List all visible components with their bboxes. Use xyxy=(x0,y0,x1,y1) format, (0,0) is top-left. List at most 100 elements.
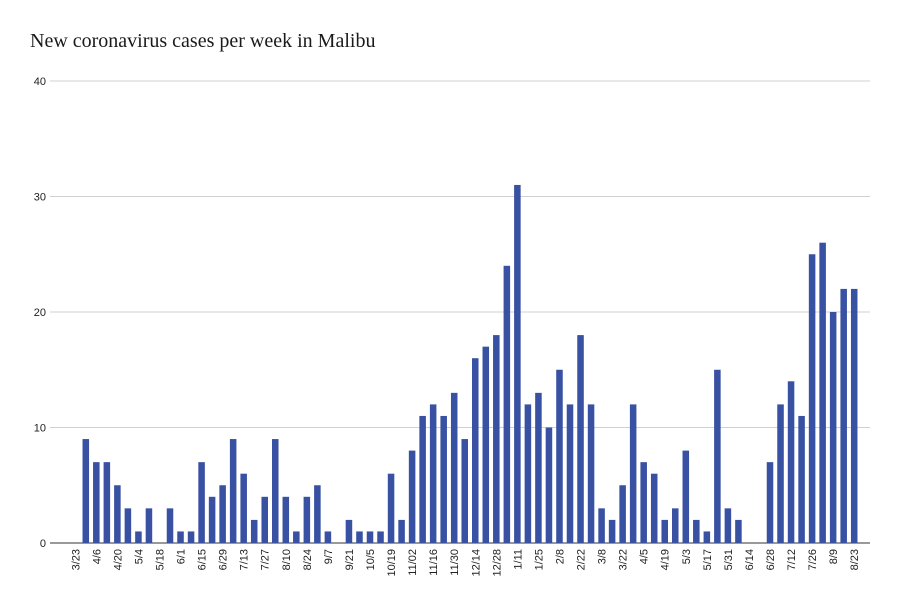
bar xyxy=(619,485,626,543)
y-tick-label: 10 xyxy=(34,423,46,435)
x-tick-label: 7/27 xyxy=(260,549,272,570)
x-tick-label: 4/19 xyxy=(660,549,672,570)
x-tick-label: 9/21 xyxy=(344,549,356,570)
bar xyxy=(114,485,121,543)
bar xyxy=(629,404,637,543)
x-tick-label: 12/14 xyxy=(470,549,482,577)
bar xyxy=(303,496,311,543)
bar xyxy=(187,531,195,543)
bar xyxy=(272,439,279,543)
bar xyxy=(566,404,574,543)
bar xyxy=(250,519,258,543)
x-tick-label: 8/24 xyxy=(302,549,314,570)
bars xyxy=(82,184,858,543)
x-tick-label: 3/8 xyxy=(597,549,609,564)
bar xyxy=(650,473,658,543)
bar xyxy=(345,519,353,543)
bar xyxy=(777,404,784,543)
x-tick-label: 1/11 xyxy=(512,549,524,570)
bar xyxy=(524,404,532,543)
x-tick-label: 6/29 xyxy=(218,549,230,570)
bar xyxy=(82,439,90,543)
x-tick-label: 6/28 xyxy=(765,549,777,570)
x-tick-label: 8/9 xyxy=(828,549,840,564)
x-tick-label: 3/22 xyxy=(618,549,630,570)
y-axis-labels: 0 10 20 30 40 xyxy=(34,76,46,550)
bar xyxy=(240,473,247,543)
x-tick-label: 7/12 xyxy=(786,549,798,570)
bar xyxy=(282,496,290,543)
bar xyxy=(798,415,805,543)
bar xyxy=(766,462,774,543)
x-tick-label: 9/7 xyxy=(323,549,335,564)
bar xyxy=(366,531,374,543)
x-tick-label: 8/10 xyxy=(281,549,293,570)
bar xyxy=(661,519,668,543)
bar xyxy=(577,335,584,543)
bar xyxy=(293,531,300,543)
bar xyxy=(672,508,679,543)
x-tick-label: 3/23 xyxy=(70,549,82,570)
bar xyxy=(514,184,521,543)
bar xyxy=(493,335,500,543)
bar xyxy=(829,312,837,543)
bar xyxy=(587,404,595,543)
bar xyxy=(166,508,174,543)
bar xyxy=(703,531,711,543)
bar xyxy=(261,496,268,543)
x-tick-label: 5/18 xyxy=(154,549,166,570)
gridlines xyxy=(50,80,870,544)
bar xyxy=(356,531,363,543)
x-tick-label: 11/30 xyxy=(449,549,461,576)
bar xyxy=(840,288,847,543)
y-tick-label: 0 xyxy=(40,538,46,550)
bar xyxy=(208,496,216,543)
bar xyxy=(608,519,616,543)
bar xyxy=(545,427,553,543)
x-tick-label: 7/13 xyxy=(239,549,251,570)
x-tick-label: 7/26 xyxy=(807,549,819,570)
x-tick-label: 4/5 xyxy=(639,549,651,564)
x-tick-label: 12/28 xyxy=(491,549,503,577)
bar xyxy=(482,346,490,543)
bar xyxy=(640,462,647,543)
bar xyxy=(598,508,605,543)
bar xyxy=(198,462,205,543)
bar xyxy=(398,519,405,543)
x-tick-label: 5/3 xyxy=(681,549,693,564)
bar xyxy=(850,288,858,543)
bar xyxy=(429,404,437,543)
bar xyxy=(440,415,447,543)
bar xyxy=(682,450,690,543)
bar xyxy=(472,358,479,543)
chart-title: New coronavirus cases per week in Malibu xyxy=(30,30,376,52)
x-tick-label: 2/22 xyxy=(576,549,588,570)
bar xyxy=(103,462,111,543)
bar xyxy=(229,439,237,543)
bar xyxy=(419,415,426,543)
bar xyxy=(503,265,511,543)
x-tick-label: 10/19 xyxy=(386,549,398,577)
bar xyxy=(819,242,826,543)
bar xyxy=(808,254,816,543)
x-tick-label: 1/25 xyxy=(533,549,545,570)
bar xyxy=(377,531,384,543)
x-tick-label: 11/02 xyxy=(407,549,419,576)
x-axis-labels: 3/23 4/6 4/20 5/4 5/18 6/1 6/15 6/29 7/13 7/27 8/1… xyxy=(70,549,861,577)
x-tick-label: 8/23 xyxy=(849,549,861,570)
bar xyxy=(124,508,132,543)
bar xyxy=(387,473,395,543)
bar xyxy=(787,381,795,543)
bar xyxy=(135,531,142,543)
x-tick-label: 5/31 xyxy=(723,549,735,570)
bar xyxy=(714,369,721,543)
bar xyxy=(324,531,332,543)
x-tick-label: 6/1 xyxy=(176,549,188,564)
y-tick-label: 30 xyxy=(34,192,46,204)
x-tick-label: 10/5 xyxy=(365,549,377,570)
x-tick-label: 2/8 xyxy=(554,549,566,564)
bar xyxy=(535,392,542,543)
x-tick-label: 4/6 xyxy=(91,549,103,564)
bar xyxy=(556,369,563,543)
